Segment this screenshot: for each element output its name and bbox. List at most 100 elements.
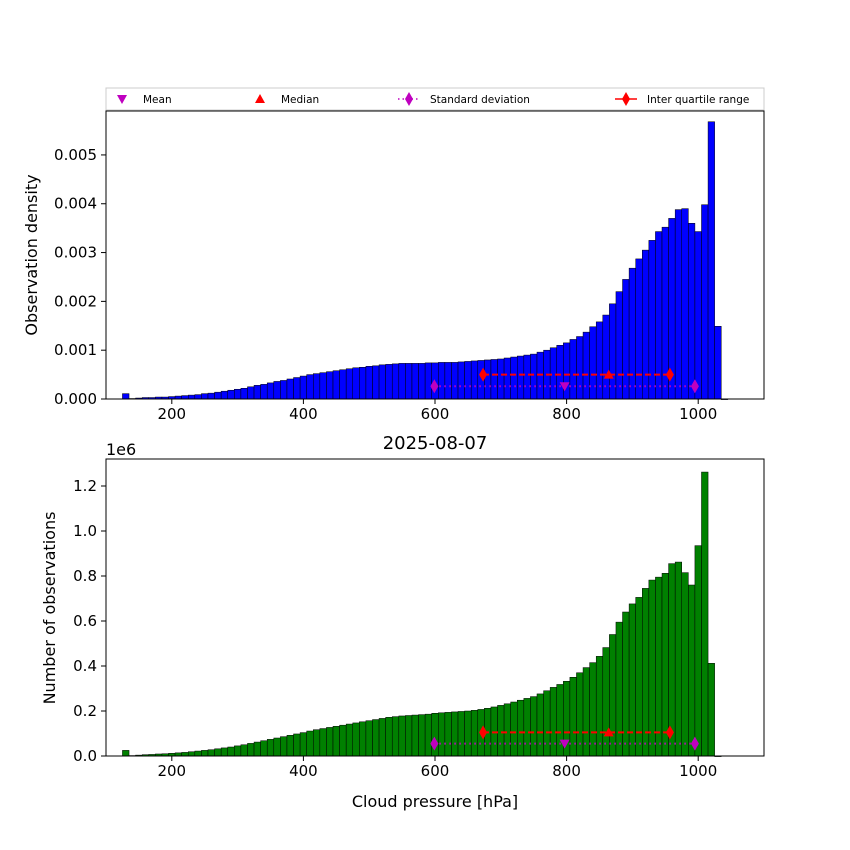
count-bar	[451, 711, 459, 757]
count-bar	[345, 723, 354, 757]
count-bar	[622, 611, 630, 757]
density-y-label: Observation density	[22, 174, 41, 335]
density-bar	[391, 363, 400, 400]
density-bar	[582, 331, 590, 400]
count-bar	[365, 720, 373, 757]
count-bar	[497, 705, 505, 757]
count-bar	[470, 710, 479, 757]
density-bar	[378, 364, 386, 400]
density-bar	[464, 361, 472, 400]
density-bar	[622, 279, 630, 400]
count-y-tick-label: 1.2	[73, 477, 97, 495]
count-bar	[332, 726, 340, 757]
count-bar	[707, 663, 715, 757]
count-x-tick-label: 800	[552, 762, 581, 780]
density-y-tick-label: 0.002	[54, 292, 97, 310]
density-bar	[503, 357, 511, 400]
density-bar	[365, 366, 373, 400]
density-bar	[589, 326, 597, 400]
density-bar	[398, 363, 406, 400]
density-bar	[549, 347, 557, 400]
count-bar	[188, 751, 196, 757]
count-bar	[260, 740, 268, 757]
density-bar	[569, 339, 577, 400]
legend-mean: Mean	[117, 94, 172, 106]
count-bar	[339, 724, 347, 757]
density-y-tick-label: 0.005	[54, 146, 97, 164]
count-x-axis: 200 400 600 800 1000	[157, 756, 717, 780]
density-bar	[694, 231, 702, 400]
density-bar	[214, 391, 222, 400]
panel-count: 2025-08-07 1e6 200 400 600 800 1000 0.00.20.…	[40, 433, 765, 811]
legend-iqr-label: Inter quartile range	[647, 94, 749, 106]
count-bar	[326, 727, 334, 757]
density-bar	[286, 378, 294, 400]
count-bar	[694, 545, 702, 757]
density-bar	[595, 321, 604, 400]
density-bar	[609, 303, 617, 400]
density-bar	[523, 354, 531, 400]
count-bar	[306, 730, 314, 757]
density-bar	[332, 370, 340, 400]
density-x-tick-label: 400	[289, 405, 318, 423]
count-bar	[609, 634, 617, 757]
count-bar	[299, 732, 307, 757]
count-bar	[234, 745, 242, 757]
panel-density: 200 400 600 800 1000 0.0000.0010.0020.0030.0…	[22, 110, 765, 423]
density-x-axis: 200 400 600 800 1000	[157, 399, 717, 423]
count-bar	[681, 572, 689, 757]
count-bar	[655, 576, 663, 757]
density-bar	[451, 362, 459, 400]
density-bar	[260, 384, 268, 400]
legend: Mean Median Standard deviation Inter qua…	[105, 87, 765, 111]
count-bar	[378, 718, 386, 757]
density-bar	[273, 381, 281, 400]
density-bar	[326, 371, 334, 400]
density-bar	[306, 374, 314, 400]
count-bar	[214, 748, 222, 757]
density-bar	[122, 393, 130, 400]
density-bar	[714, 326, 722, 400]
density-bar	[411, 363, 419, 400]
count-bar	[536, 693, 544, 757]
count-bar	[457, 711, 465, 757]
count-bar	[319, 728, 327, 757]
count-bar	[444, 712, 452, 757]
density-bar	[438, 362, 446, 400]
count-offset-text: 1e6	[106, 440, 136, 459]
count-x-tick-label: 200	[157, 762, 186, 780]
density-bar	[457, 361, 465, 400]
density-bar	[424, 362, 432, 400]
count-bar	[418, 714, 426, 757]
count-bar	[253, 741, 261, 757]
count-bar	[688, 584, 696, 757]
count-bar	[391, 716, 400, 757]
count-bar	[595, 656, 604, 757]
density-bar	[227, 389, 235, 400]
density-bar	[385, 364, 393, 400]
density-bar	[418, 363, 426, 400]
count-bar	[431, 713, 439, 757]
count-bar	[589, 662, 597, 757]
density-bar	[313, 373, 321, 400]
density-bar	[510, 356, 518, 400]
count-bar	[122, 750, 130, 757]
count-bar	[543, 690, 551, 757]
density-bar	[701, 204, 709, 400]
count-title: 2025-08-07	[383, 433, 488, 454]
density-bar	[444, 362, 452, 400]
count-bar	[372, 719, 380, 757]
count-bar	[523, 698, 531, 757]
count-bar	[385, 717, 393, 757]
density-bar	[359, 367, 367, 400]
density-bar	[707, 121, 715, 400]
density-bar	[576, 336, 584, 400]
density-bar	[181, 395, 189, 400]
count-bar	[220, 747, 228, 757]
count-bar	[642, 588, 650, 757]
density-bar	[339, 369, 347, 400]
count-bar	[556, 684, 564, 757]
density-bar	[681, 208, 689, 400]
density-bar	[484, 359, 492, 400]
